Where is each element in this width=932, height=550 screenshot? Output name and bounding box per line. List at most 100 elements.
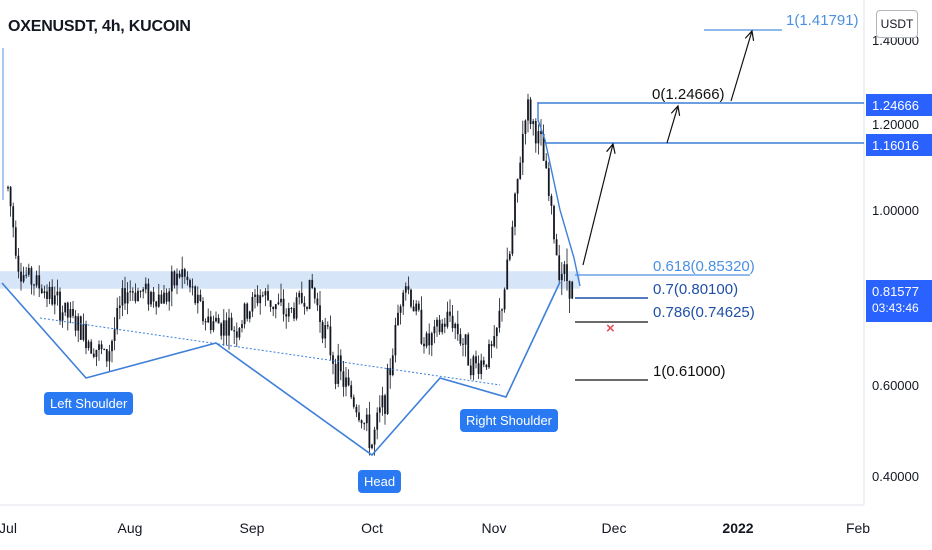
candle — [553, 204, 555, 244]
candle — [238, 326, 241, 341]
candle — [402, 289, 405, 315]
candle — [443, 317, 446, 334]
candle — [303, 296, 306, 315]
candle — [230, 312, 233, 331]
candle — [113, 317, 116, 351]
x-tick-label: Oct — [361, 520, 383, 536]
candle — [441, 319, 444, 335]
candle — [59, 287, 61, 326]
candle — [532, 118, 535, 136]
candle — [248, 310, 251, 323]
candle — [189, 278, 191, 293]
candle — [436, 317, 438, 337]
candle — [85, 320, 87, 355]
candle — [139, 290, 142, 298]
candle — [412, 299, 415, 312]
candle — [30, 265, 33, 295]
fib-label-ext-0: 0(1.24666) — [652, 86, 725, 103]
candle — [87, 339, 90, 351]
candle — [482, 356, 485, 368]
pattern-outline — [1, 281, 561, 457]
candle — [446, 301, 449, 329]
candle — [480, 353, 483, 380]
candle — [337, 343, 340, 388]
candle — [537, 124, 540, 155]
candle — [95, 349, 98, 367]
candle — [111, 339, 113, 363]
y-tick-label: 0.40000 — [872, 469, 919, 484]
candle — [347, 369, 350, 387]
candle — [345, 367, 347, 397]
candle — [438, 315, 441, 335]
candle — [12, 202, 15, 238]
candle — [373, 426, 376, 456]
candle — [277, 293, 280, 306]
candle — [391, 348, 394, 377]
candle — [355, 404, 358, 418]
candle — [105, 348, 108, 368]
candle — [352, 394, 355, 409]
candle — [183, 267, 186, 285]
candle — [90, 339, 93, 354]
candle — [394, 317, 397, 363]
candle — [144, 277, 147, 294]
candle — [384, 393, 386, 425]
candle — [199, 289, 202, 303]
candle — [269, 300, 272, 312]
candle — [547, 162, 550, 201]
candle — [425, 331, 428, 349]
fib-label-1: 1(0.61000) — [653, 363, 726, 380]
candle — [118, 295, 121, 320]
x-tick-label: Dec — [602, 520, 627, 536]
x-tick-label: Aug — [118, 520, 143, 536]
candle — [14, 220, 17, 259]
candle — [287, 302, 290, 323]
candle — [233, 326, 236, 345]
candle — [342, 361, 345, 397]
candle — [274, 303, 277, 319]
y-tick-label: 1.20000 — [872, 117, 919, 132]
candle — [326, 321, 329, 330]
candle — [220, 322, 223, 340]
candle — [558, 244, 561, 284]
candle — [365, 408, 368, 432]
candle — [9, 185, 12, 217]
candle — [160, 290, 163, 304]
candle — [399, 304, 402, 325]
candle — [43, 285, 46, 299]
candle — [126, 282, 129, 315]
candle — [407, 276, 410, 295]
candle — [324, 317, 327, 349]
candle — [506, 247, 509, 290]
candle — [498, 298, 501, 333]
candle — [256, 285, 259, 307]
candle — [27, 263, 30, 277]
candle — [79, 315, 82, 341]
candle — [521, 120, 524, 176]
fib-label-0786: 0.786(0.74625) — [653, 304, 755, 321]
candle — [116, 297, 119, 335]
candle — [454, 322, 457, 340]
candle — [82, 313, 85, 342]
arrow-to-1-41791-head — [744, 29, 755, 41]
candle — [550, 193, 553, 215]
arrow-to-1-41791 — [730, 30, 753, 102]
candle — [196, 286, 199, 314]
candle — [545, 153, 548, 170]
price-tag-1-16016: 1.16016 — [866, 134, 932, 156]
last-price-value: 0.81577 — [872, 284, 919, 299]
candle — [66, 301, 69, 331]
candle — [48, 281, 51, 305]
candle — [35, 270, 38, 288]
candle — [386, 363, 389, 415]
candle — [475, 350, 477, 369]
candle — [92, 348, 95, 359]
candle — [56, 279, 59, 306]
candle — [371, 443, 373, 450]
candle — [98, 340, 100, 361]
candle — [529, 96, 532, 130]
candle — [7, 185, 9, 192]
currency-selector[interactable]: USDT — [876, 10, 918, 38]
candle — [72, 300, 74, 319]
